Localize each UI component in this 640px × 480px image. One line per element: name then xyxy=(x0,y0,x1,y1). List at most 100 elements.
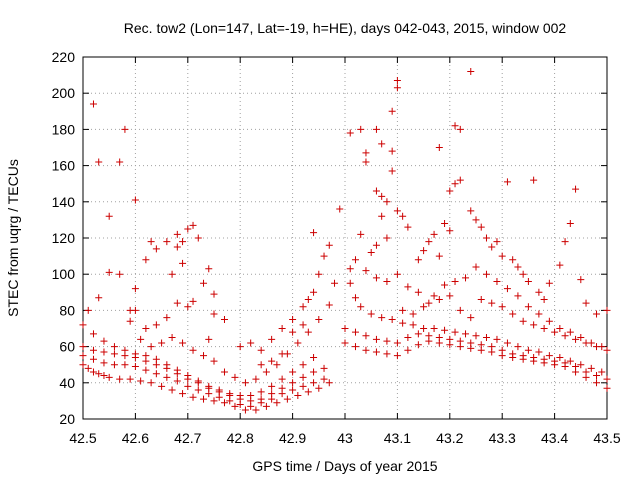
data-point xyxy=(173,230,181,238)
data-point xyxy=(173,366,181,374)
data-point xyxy=(388,167,396,175)
data-point xyxy=(362,267,370,275)
data-point xyxy=(315,384,323,392)
data-point xyxy=(84,364,92,372)
data-point xyxy=(325,379,333,387)
data-point xyxy=(524,277,532,285)
data-point xyxy=(393,84,401,92)
data-point xyxy=(189,393,197,401)
data-point xyxy=(409,310,417,318)
data-point xyxy=(116,158,124,166)
data-point xyxy=(383,350,391,358)
y-tick-label: 160 xyxy=(52,158,76,174)
data-point xyxy=(158,382,166,390)
data-point xyxy=(299,303,307,311)
data-point xyxy=(252,375,260,383)
data-point xyxy=(367,248,375,256)
data-point xyxy=(498,252,506,260)
data-point xyxy=(289,315,297,323)
data-point xyxy=(310,368,318,376)
data-point xyxy=(451,277,459,285)
data-point xyxy=(561,332,569,340)
data-point xyxy=(116,375,124,383)
data-point xyxy=(142,352,150,360)
data-point xyxy=(226,390,234,398)
data-point xyxy=(383,234,391,242)
data-point xyxy=(310,229,318,237)
y-axis-title: STEC from uqrg / TECUs xyxy=(5,159,21,317)
data-point xyxy=(519,352,527,360)
data-point xyxy=(603,375,611,383)
data-point xyxy=(163,361,171,369)
data-point xyxy=(268,382,276,390)
data-point xyxy=(519,270,527,278)
data-point xyxy=(446,335,454,343)
data-point xyxy=(362,332,370,340)
data-point xyxy=(430,325,438,332)
data-point xyxy=(414,341,422,349)
data-point xyxy=(220,368,228,376)
x-tick-label: 43.2 xyxy=(436,430,463,446)
data-point xyxy=(210,397,218,405)
data-point xyxy=(420,303,428,311)
data-point xyxy=(131,350,139,358)
data-point xyxy=(482,334,490,342)
data-point xyxy=(530,176,538,184)
data-point xyxy=(89,355,97,363)
data-point xyxy=(184,225,192,233)
data-point xyxy=(310,353,318,361)
data-point xyxy=(540,355,548,363)
data-point xyxy=(179,339,187,347)
data-point xyxy=(346,265,354,273)
data-point xyxy=(283,395,291,403)
data-point xyxy=(205,335,213,343)
data-point xyxy=(514,263,522,271)
data-point xyxy=(477,223,485,231)
data-point xyxy=(509,310,517,318)
data-point xyxy=(320,364,328,372)
data-point xyxy=(535,348,543,356)
data-point xyxy=(404,346,412,354)
data-point xyxy=(346,279,354,287)
data-point xyxy=(299,321,307,329)
data-point xyxy=(498,346,506,354)
x-tick-label: 43 xyxy=(337,430,353,446)
data-point xyxy=(163,373,171,381)
data-point xyxy=(446,227,454,235)
data-point xyxy=(273,399,281,407)
data-point xyxy=(147,379,155,387)
y-tick-label: 180 xyxy=(52,121,76,137)
data-point xyxy=(100,359,108,367)
data-point xyxy=(257,395,265,403)
data-point xyxy=(530,321,538,329)
data-point xyxy=(100,372,108,380)
data-point xyxy=(388,315,396,323)
data-point xyxy=(268,335,276,343)
data-point xyxy=(184,382,192,390)
data-point xyxy=(393,77,401,85)
data-point xyxy=(372,187,380,195)
data-point xyxy=(299,361,307,369)
data-point xyxy=(116,270,124,278)
data-point xyxy=(210,290,218,298)
data-point xyxy=(336,205,344,213)
data-point xyxy=(404,223,412,231)
data-point xyxy=(603,384,611,392)
data-point xyxy=(519,317,527,325)
data-point xyxy=(257,388,265,396)
data-point xyxy=(121,125,129,133)
data-point xyxy=(325,241,333,249)
data-point xyxy=(189,297,197,305)
data-point xyxy=(383,198,391,206)
data-point xyxy=(95,294,103,302)
data-point xyxy=(357,125,365,133)
data-point xyxy=(289,379,297,387)
data-point xyxy=(236,343,244,351)
data-point xyxy=(89,330,97,338)
data-point xyxy=(425,299,433,307)
x-tick-label: 42.5 xyxy=(69,430,96,446)
data-point xyxy=(304,388,312,396)
data-point xyxy=(414,330,422,338)
data-point xyxy=(493,335,501,343)
data-point xyxy=(231,402,239,410)
